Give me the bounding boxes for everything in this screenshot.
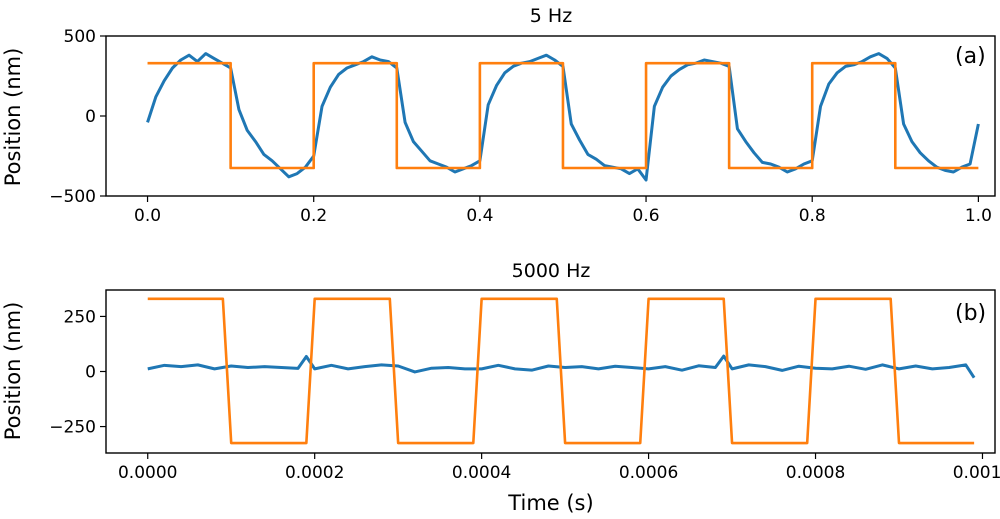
panel-a-xtick-label: 1.0 — [965, 206, 992, 226]
panel-a-plot-area: 0.0 0.2 0.4 0.6 0.8 1.0 500 0 −500 — [49, 27, 992, 226]
panel-b-plot-area: 0.0000 0.0002 0.0004 0.0006 0.0008 0.0010 250 0… — [49, 297, 1000, 483]
panel-b-ytick-label: 0 — [85, 363, 96, 383]
panel-a-ytick-label: 500 — [64, 27, 96, 47]
panel-a-xtick-label: 0.6 — [633, 206, 660, 226]
panel-b-xtick-label: 0.0006 — [619, 463, 678, 483]
panel-b-ylabel: Position (nm) — [1, 302, 25, 441]
panel-b-xtick-label: 0.0002 — [285, 463, 344, 483]
panel-b-label: (b) — [955, 301, 986, 326]
panel-b-xtick-label: 0.0004 — [452, 463, 511, 483]
panel-b-xlabel: Time (s) — [507, 491, 593, 515]
panel-a-series-square-drive — [147, 61, 979, 170]
panel-b-series-square-drive — [147, 297, 975, 445]
panel-a-title: 5 Hz — [530, 5, 572, 27]
panel-a-label: (a) — [955, 44, 986, 69]
panel-b-frame — [105, 289, 996, 454]
panel-b-ytick-label: 250 — [64, 307, 96, 327]
panel-a-frame — [105, 35, 996, 197]
panel-b: 5000 Hz Position (nm) Time (s) 0.0000 0.0… — [1, 260, 1000, 515]
panel-a-ytick-label: 0 — [85, 107, 96, 127]
panel-a-xtick-label: 0.0 — [134, 206, 161, 226]
panel-a-ylabel: Position (nm) — [1, 48, 25, 187]
panel-a: 5 Hz Position (nm) 0.0 0.2 0.4 0.6 0.8 1.0 500… — [1, 5, 996, 226]
panel-a-ytick-label: −500 — [49, 187, 96, 207]
panel-b-series-measured-position — [147, 354, 976, 379]
panel-b-title: 5000 Hz — [512, 260, 591, 282]
panel-b-xtick-label: 0.0000 — [118, 463, 177, 483]
panel-a-xtick-label: 0.8 — [799, 206, 826, 226]
panel-b-xtick-label: 0.0008 — [786, 463, 845, 483]
panel-b-xtick-label: 0.0010 — [953, 463, 1000, 483]
panel-a-xtick-label: 0.4 — [466, 206, 493, 226]
panel-a-xtick-label: 0.2 — [300, 206, 327, 226]
panel-b-ytick-label: −250 — [49, 418, 96, 438]
